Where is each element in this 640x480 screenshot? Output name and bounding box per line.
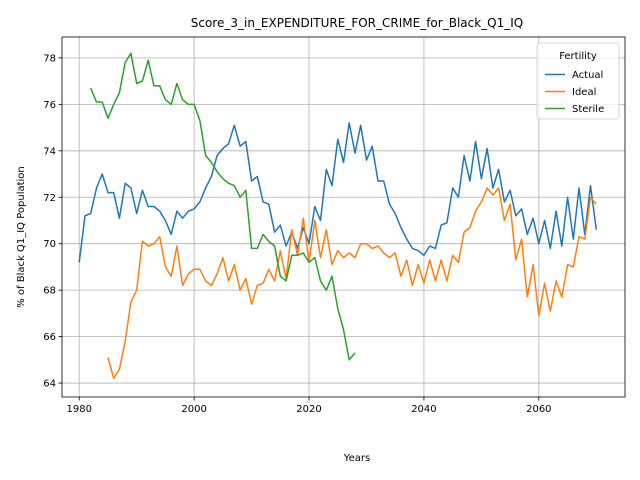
legend: Fertility Actual Ideal Sterile (536, 42, 620, 120)
legend-title: Fertility (559, 51, 597, 62)
y-axis: 64 66 68 70 72 74 76 78 (43, 53, 62, 390)
x-axis: 1980 2000 2020 2040 2060 (67, 397, 552, 415)
plot-frame (61, 36, 626, 398)
legend-box (536, 42, 620, 120)
x-tick-label: 2040 (411, 404, 436, 415)
legend-entry: Actual (572, 70, 603, 81)
y-tick-label: 72 (43, 193, 56, 204)
chart-title: Score_3_in_EXPENDITURE_FOR_CRIME_for_Bla… (191, 16, 524, 30)
y-tick-label: 68 (43, 286, 56, 297)
series-line-ideal (107, 187, 597, 380)
x-axis-title: Years (343, 453, 370, 464)
y-tick-label: 64 (43, 379, 56, 390)
x-tick-label: 1980 (67, 404, 92, 415)
series-layer (78, 52, 598, 380)
y-tick-label: 76 (43, 100, 56, 111)
y-tick-label: 70 (43, 239, 56, 250)
legend-entry: Ideal (572, 87, 596, 98)
x-tick-label: 2000 (181, 404, 206, 415)
series-line-actual (78, 122, 598, 263)
series-line-sterile (90, 52, 356, 361)
y-tick-label: 78 (43, 53, 56, 64)
legend-entry: Sterile (572, 104, 604, 115)
y-tick-label: 66 (43, 332, 56, 343)
x-tick-label: 2020 (296, 404, 321, 415)
y-axis-title: % of Black Q1_IQ Population (16, 166, 27, 308)
x-tick-label: 2060 (526, 404, 551, 415)
y-tick-label: 74 (43, 146, 56, 157)
